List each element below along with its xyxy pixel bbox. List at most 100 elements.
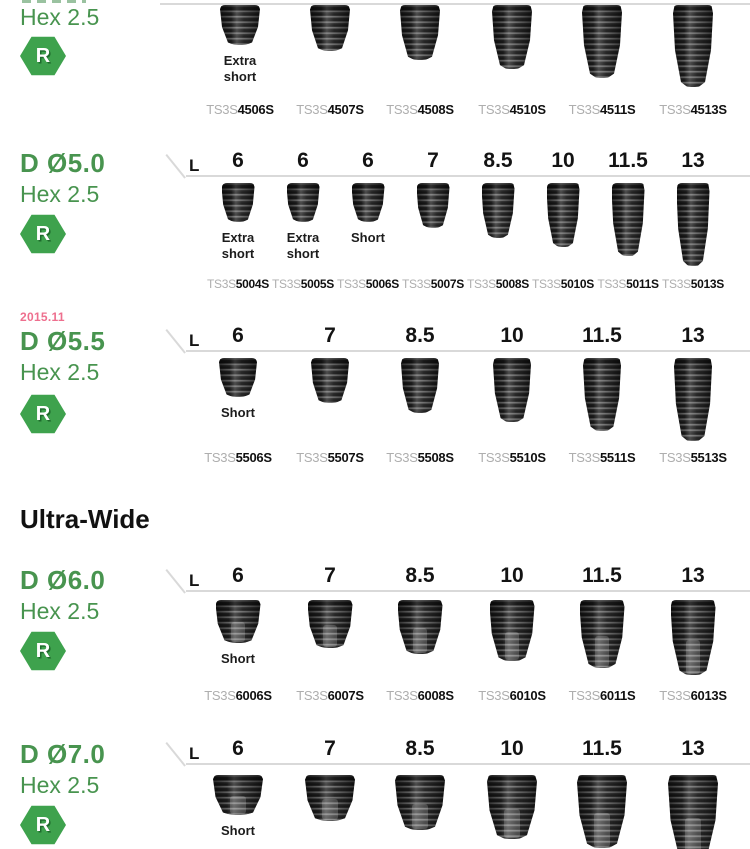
code-prefix: TS3S (531, 277, 561, 291)
hex-label: Hex 2.5 (20, 181, 100, 207)
implant-illustration (397, 600, 443, 654)
code-prefix: TS3S (661, 277, 691, 291)
implant-illustration (577, 775, 627, 848)
product-code: TS3S4513S (650, 102, 736, 117)
code-prefix: TS3S (478, 102, 510, 117)
implant-illustration (546, 183, 580, 247)
code-suffix: 5506S (235, 450, 272, 465)
length-header-line (160, 3, 750, 5)
code-prefix: TS3S (336, 277, 366, 291)
hex-label: Hex 2.5 (20, 359, 100, 385)
code-prefix: TS3S (296, 102, 328, 117)
r-badge-hexagon-icon: R (20, 631, 66, 671)
product-code: TS3S6013S (649, 688, 737, 703)
code-prefix: TS3S (204, 450, 236, 465)
code-prefix: TS3S (659, 450, 691, 465)
code-suffix: 4510S (509, 102, 546, 117)
code-prefix: TS3S (466, 277, 496, 291)
hex-label: Hex 2.5 (20, 4, 100, 30)
implant-illustration (674, 358, 712, 441)
r-badge-letter: R (35, 813, 51, 836)
code-suffix: 6006S (235, 688, 272, 703)
implant-illustration (487, 775, 537, 839)
code-prefix: TS3S (296, 688, 328, 703)
product-code: TS3S5006S (336, 277, 400, 291)
code-suffix: 5508S (417, 450, 454, 465)
length-header-line (186, 590, 750, 592)
implant-illustration (219, 358, 257, 397)
product-code: TS3S4506S (197, 102, 283, 117)
ultra-wide-heading: Ultra-Wide (20, 504, 150, 534)
product-code: TS3S5506S (194, 450, 282, 465)
r-badge-letter: R (35, 44, 51, 67)
cropped-text-remnant (22, 0, 86, 3)
code-suffix: 4508S (417, 102, 454, 117)
implant-illustration (492, 5, 532, 69)
implant-illustration (583, 358, 621, 431)
implant-illustration (676, 183, 710, 266)
code-prefix: TS3S (401, 277, 431, 291)
product-code: TS3S6006S (194, 688, 282, 703)
length-value: 7 (324, 737, 336, 760)
length-value: 7 (324, 324, 336, 347)
length-value: 11.5 (582, 564, 622, 587)
code-suffix: 5010S (560, 277, 595, 291)
implant-illustration (310, 5, 350, 51)
product-code: TS3S5508S (376, 450, 464, 465)
size-label: Short (221, 823, 255, 838)
product-code: TS3S5011S (596, 277, 660, 291)
length-axis-label: L (189, 156, 200, 175)
hex-label: Hex 2.5 (20, 598, 100, 624)
length-value: 13 (681, 564, 705, 587)
code-prefix: TS3S (386, 102, 418, 117)
code-suffix: 5013S (690, 277, 725, 291)
implant-illustration (307, 600, 353, 648)
implant-illustration (351, 183, 385, 222)
product-code: TS3S5010S (531, 277, 595, 291)
implant-illustration (481, 183, 515, 238)
length-value: 10 (500, 737, 524, 760)
length-value: 8.5 (483, 149, 513, 172)
length-value: 11.5 (608, 149, 648, 172)
implant-illustration (400, 5, 440, 60)
implant-illustration (395, 775, 445, 830)
implant-illustration (489, 600, 535, 661)
code-prefix: TS3S (204, 688, 236, 703)
implant-illustration (673, 5, 713, 87)
length-value: 8.5 (405, 564, 435, 587)
code-suffix: 6013S (690, 688, 727, 703)
diameter-label: D Ø6.0 (20, 565, 106, 595)
code-prefix: TS3S (568, 102, 601, 117)
length-value: 6 (362, 149, 374, 172)
code-prefix: TS3S (478, 450, 510, 465)
code-suffix: 6007S (327, 688, 364, 703)
size-label: Extra short (286, 230, 320, 261)
product-code: TS3S5013S (661, 277, 725, 291)
implant-illustration (286, 183, 320, 222)
code-prefix: TS3S (478, 688, 510, 703)
product-code: TS3S4508S (377, 102, 463, 117)
diagonal-tick (165, 742, 186, 767)
product-code: TS3S5005S (271, 277, 335, 291)
code-suffix: 5510S (509, 450, 546, 465)
implant-illustration (220, 5, 260, 45)
length-value: 10 (500, 324, 524, 347)
implant-illustration (221, 183, 255, 222)
length-value: 13 (681, 149, 705, 172)
product-code: TS3S5513S (649, 450, 737, 465)
implant-illustration (311, 358, 349, 403)
length-value: 8.5 (405, 324, 435, 347)
code-prefix: TS3S (206, 277, 236, 291)
size-label: Extra short (221, 230, 255, 261)
revision-date-note: 2015.11 (20, 310, 65, 324)
product-code: TS3S5507S (286, 450, 374, 465)
diameter-label: D Ø7.0 (20, 739, 106, 769)
code-suffix: 6008S (417, 688, 454, 703)
diameter-label: D Ø5.5 (20, 326, 106, 356)
length-axis-label: L (189, 571, 200, 590)
product-code: TS3S4511S (559, 102, 645, 117)
